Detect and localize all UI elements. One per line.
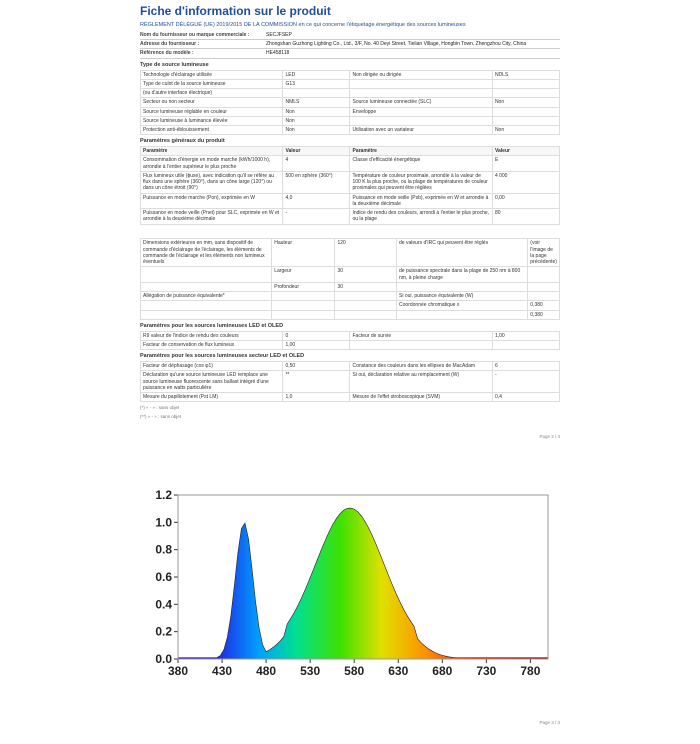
section-c-heading: Paramètres pour les sources lumineuses L… [140, 323, 560, 330]
table-row: Source lumineuse à luminance élevéeNon [141, 116, 560, 125]
table-type-source: Technologie d'éclairage utiliséeLEDNon d… [140, 70, 560, 136]
section-a-heading: Type de source lumineuse [140, 62, 560, 69]
svg-text:0.2: 0.2 [155, 625, 172, 639]
svg-text:580: 580 [344, 664, 364, 678]
svg-text:0.8: 0.8 [155, 543, 172, 557]
table-row: Largeur30de puissance spectrale dans la … [141, 267, 560, 283]
svg-text:0.0: 0.0 [155, 652, 172, 666]
page-title: Fiche d'information sur le produit [140, 4, 560, 19]
table-row: Puissance en mode marche (Pon), exprimée… [141, 193, 560, 209]
svg-text:680: 680 [432, 664, 452, 678]
table-mains-led: Facteur de déphasage (cos φ1)0,50Constan… [140, 361, 560, 402]
header-row: Référence du modèle :HE458118 [140, 49, 560, 58]
table-row: Source lumineuse réglable en couleurNonE… [141, 107, 560, 116]
table-row: R9 valeur de l'indice de rendu des coule… [141, 331, 560, 340]
table-row: Facteur de déphasage (cos φ1)0,50Constan… [141, 362, 560, 371]
table-row: Protection anti-éblouissementNonUtilisat… [141, 126, 560, 135]
table-row: Profondeur30 [141, 282, 560, 291]
table-row: Coordonnée chromatique x0,380 [141, 301, 560, 310]
header-row: Nom du fournisseur ou marque commerciale… [140, 31, 560, 40]
table-row: Puissance en mode veille (Pnet) pour SLC… [141, 209, 560, 225]
table-row: Facteur de conservation de flux lumineux… [141, 340, 560, 349]
svg-text:530: 530 [300, 664, 320, 678]
page-number-1 [140, 229, 560, 235]
table-row: Secteur ou non secteurNMLSSource lumineu… [141, 98, 560, 107]
table-general-params-2: Dimensions extérieures en mm, sans dispo… [140, 238, 560, 320]
footnote-2: (**) « - » : sans objet [140, 414, 560, 420]
table-row: Technologie d'éclairage utiliséeLEDNon d… [141, 70, 560, 79]
page-number-3: Page 3 / 3 [140, 720, 560, 726]
svg-text:730: 730 [476, 664, 496, 678]
section-d-heading: Paramètres pour les sources lumineuses s… [140, 353, 560, 360]
svg-text:430: 430 [212, 664, 232, 678]
table-row: Allégation de puissance équivalente*Si o… [141, 292, 560, 301]
table-row: 0,380 [141, 310, 560, 319]
header-row: Adresse du fournisseur :Zhongshan Guzhon… [140, 40, 560, 49]
page-number-2: Page 2 / 3 [140, 434, 560, 440]
table-row: (ou d'autre interface électrique) [141, 89, 560, 98]
svg-text:380: 380 [168, 664, 188, 678]
spectral-chart: 380 430 480 530 580 630 680 730 780 0.0 0.2 0.4 0.6 0… [140, 487, 560, 692]
section-b-heading: Paramètres généraux du produit [140, 138, 560, 145]
table-row: Déclaration qu'une source lumineuse LED … [141, 371, 560, 393]
svg-text:1.0: 1.0 [155, 515, 172, 529]
table-row: Consommation d'énergie en mode marche (k… [141, 156, 560, 172]
svg-text:630: 630 [388, 664, 408, 678]
regulation-subtitle: RÈGLEMENT DÉLÉGUÉ (UE) 2019/2015 DE LA C… [140, 22, 560, 29]
svg-text:0.6: 0.6 [155, 570, 172, 584]
table-row: Type de culot de la source lumineuseG13 [141, 79, 560, 88]
table-led-oled: R9 valeur de l'indice de rendu des coule… [140, 331, 560, 351]
svg-text:0.4: 0.4 [155, 597, 172, 611]
table-general-params: ParamètreValeurParamètreValeur Consommat… [140, 146, 560, 225]
svg-text:1.2: 1.2 [155, 488, 172, 502]
svg-text:480: 480 [256, 664, 276, 678]
footnote-1: (*) « - » : sans objet [140, 405, 560, 411]
table-row: Dimensions extérieures en mm, sans dispo… [141, 239, 560, 267]
table-row: Flux lumineux utile (ϕuse), avec indicat… [141, 171, 560, 193]
table-row: Mesure du papillotement (Pst LM)1,0Mesur… [141, 393, 560, 402]
svg-text:780: 780 [520, 664, 540, 678]
